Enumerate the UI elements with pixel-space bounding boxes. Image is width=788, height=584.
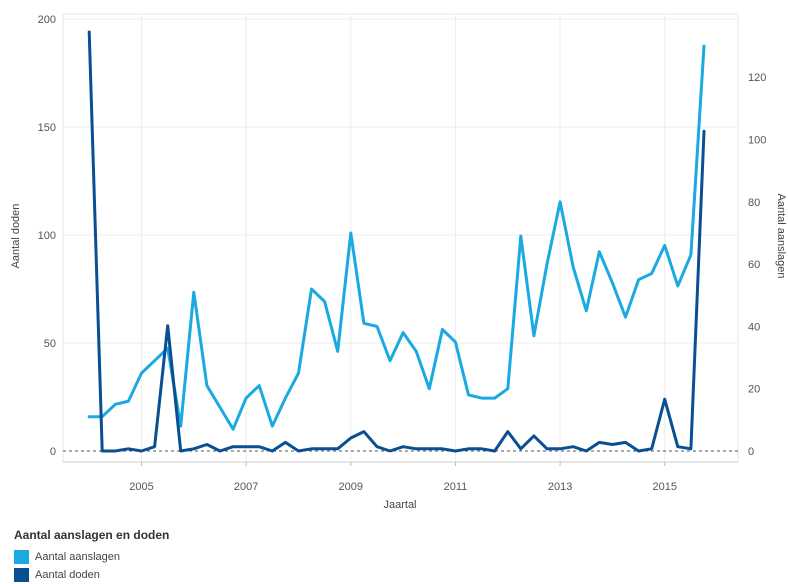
- grid-lines: [62, 13, 739, 463]
- y-left-tick-labels: 0 50 100 150 200: [38, 14, 56, 458]
- x-tick-label: 2015: [653, 481, 677, 493]
- x-tick-label: 2007: [234, 481, 258, 493]
- y-left-tick-label: 50: [44, 338, 56, 350]
- x-tick-label: 2013: [548, 481, 572, 493]
- y-left-tick-label: 100: [38, 230, 56, 242]
- y-left-tick-label: 200: [38, 14, 56, 26]
- legend: Aantal aanslagen en doden Aantal aanslag…: [14, 528, 169, 584]
- x-axis-label: Jaartal: [383, 499, 416, 511]
- legend-label-doden: Aantal doden: [35, 569, 100, 581]
- legend-item-doden[interactable]: Aantal doden: [14, 566, 169, 584]
- legend-item-aanslagen[interactable]: Aantal aanslagen: [14, 548, 169, 566]
- y-right-axis-label: Aantal aanslagen: [775, 193, 787, 278]
- y-right-tick-label: 100: [748, 135, 766, 147]
- series-line-aanslagen: [87, 44, 706, 431]
- y-left-tick-label: 0: [50, 446, 56, 458]
- y-right-tick-label: 40: [748, 321, 760, 333]
- legend-title: Aantal aanslagen en doden: [14, 528, 170, 542]
- y-right-tick-label: 20: [748, 384, 760, 396]
- legend-swatch-doden: [14, 568, 29, 582]
- plot-border: [62, 13, 739, 463]
- series-layer: [87, 30, 706, 453]
- y-right-tick-label: 0: [748, 446, 754, 458]
- y-right-tick-label: 80: [748, 197, 760, 209]
- legend-label-aanslagen: Aantal aanslagen: [35, 551, 121, 563]
- y-right-tick-label: 60: [748, 259, 760, 271]
- legend-swatch-aanslagen: [14, 550, 29, 564]
- y-left-tick-label: 150: [38, 122, 56, 134]
- y-right-tick-label: 120: [748, 72, 766, 84]
- x-tick-labels: 2005 2007 2009 2011 2013 2015: [129, 462, 677, 493]
- x-tick-label: 2011: [444, 481, 468, 493]
- y-left-axis-label: Aantal doden: [10, 204, 22, 269]
- x-tick-label: 2009: [339, 481, 363, 493]
- series-line-doden: [87, 30, 706, 453]
- y-right-tick-labels: 0 20 40 60 80 100 120: [748, 72, 766, 458]
- x-tick-label: 2005: [129, 481, 153, 493]
